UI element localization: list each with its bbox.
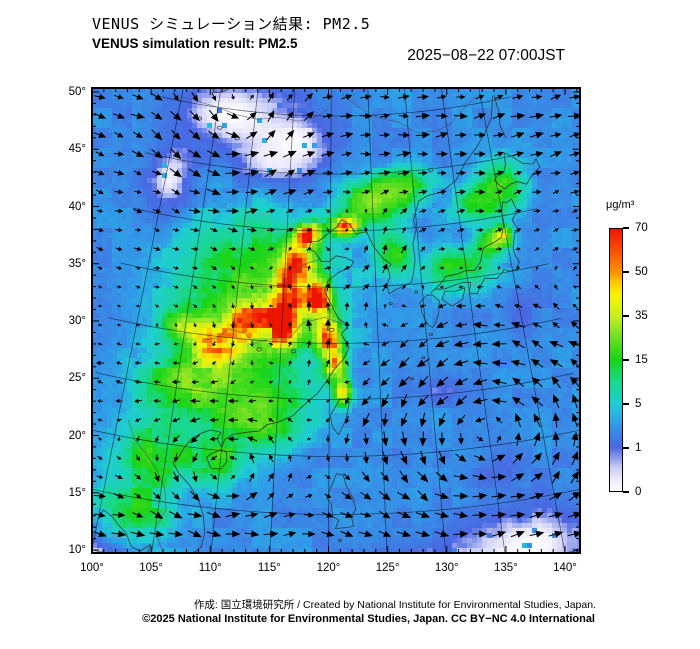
colorbar-tick-label: 5: [635, 398, 642, 410]
x-axis-label: 105°: [139, 562, 164, 574]
x-axis-label: 140°: [553, 562, 577, 574]
colorbar-tick: [623, 447, 629, 449]
colorbar-tick: [623, 271, 629, 273]
y-axis-label: 25°: [68, 372, 86, 385]
colorbar-tick-label: 35: [635, 310, 648, 322]
x-axis-label: 120°: [316, 562, 341, 574]
y-axis-label: 10°: [68, 544, 86, 556]
y-axis-label: 20°: [68, 429, 86, 442]
title-english: VENUS simulation result: PM2.5: [92, 36, 298, 51]
colorbar-tick-label: 70: [635, 222, 648, 234]
y-axis-label: 40°: [68, 200, 86, 213]
colorbar-tick: [623, 491, 629, 493]
license-line: ©2025 National Institute for Environment…: [142, 613, 595, 625]
y-axis-label: 50°: [68, 86, 86, 98]
x-axis-label: 135°: [493, 562, 518, 574]
y-axis-label: 45°: [68, 143, 86, 156]
x-axis-label: 100°: [80, 562, 104, 574]
x-axis-label: 125°: [375, 562, 400, 574]
colorbar-tick-label: 15: [635, 354, 648, 366]
timestamp: 2025−08−22 07:00JST: [407, 47, 565, 64]
y-axis-label: 15°: [68, 486, 86, 499]
x-axis-label: 110°: [198, 562, 222, 574]
colorbar-tick-label: 1: [635, 442, 642, 454]
colorbar-tick-label: 0: [635, 486, 642, 498]
y-axis-label: 35°: [68, 257, 86, 270]
title-japanese: VENUS シミュレーション結果: PM2.5: [92, 15, 371, 33]
colorbar-unit-label: μg/m³: [606, 199, 635, 211]
colorbar-tick: [623, 403, 629, 405]
y-axis-label: 30°: [68, 315, 86, 327]
colorbar-tick: [623, 315, 629, 317]
colorbar-tick-label: 50: [635, 266, 648, 278]
colorbar-tick: [623, 359, 629, 361]
x-axis-label: 130°: [434, 562, 459, 574]
colorbar-tick: [623, 227, 629, 229]
colorbar-gradient: [609, 228, 623, 492]
x-axis-label: 115°: [257, 562, 281, 574]
credit-line: 作成: 国立環境研究所 / Created by National Instit…: [193, 599, 596, 611]
